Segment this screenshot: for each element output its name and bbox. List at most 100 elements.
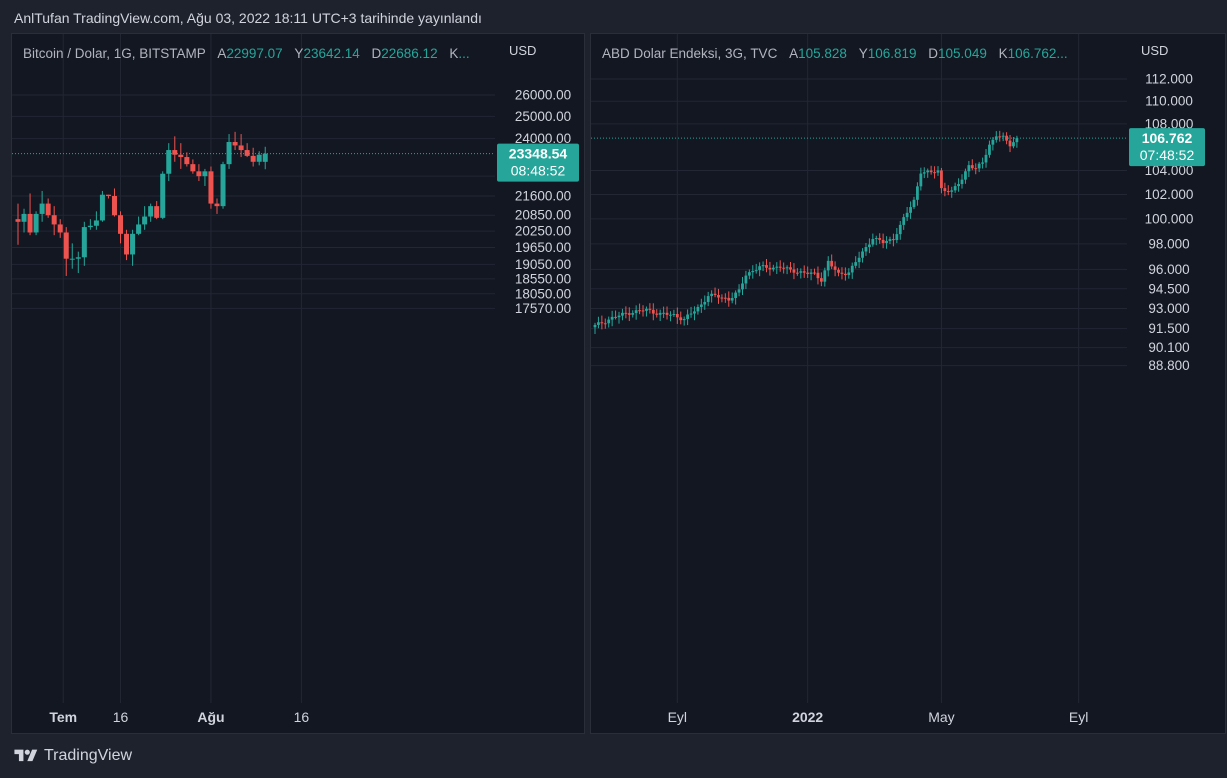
btc-candle-body	[160, 173, 166, 218]
dxy-candle-body	[789, 267, 792, 270]
btc-y-tick-label: 17570.00	[515, 301, 571, 316]
btc-countdown-text: 08:48:52	[511, 163, 566, 179]
dxy-chart-svg[interactable]: 112.000 110.000 108.000 104.000 102.000 100.0…	[591, 34, 1225, 733]
dxy-candle-body	[737, 289, 741, 293]
dxy-candle-body	[967, 165, 971, 172]
dxy-candle-body	[665, 312, 669, 315]
dxy-candle-body	[833, 266, 837, 270]
dxy-candle-body	[730, 298, 734, 301]
dxy-candle-body	[960, 179, 964, 185]
btc-candle-body	[190, 164, 196, 172]
dxy-candle-body	[850, 265, 854, 273]
btc-chart-panel[interactable]: 26000.0025000.0024000.0022400.0021600.00…	[11, 33, 585, 734]
dxy-legend: ABD Dolar Endeksi, 3G, TVC A105.828 Y106…	[602, 46, 1068, 61]
dxy-candle-body	[713, 293, 717, 295]
dxy-candle-body	[765, 265, 768, 268]
dxy-candle-body	[878, 238, 882, 240]
btc-symbol-title[interactable]: Bitcoin / Dolar, 1G, BITSTAMP	[23, 46, 206, 61]
btc-last-price-text: 23348.54	[509, 146, 568, 162]
btc-low-value: 22686.12	[381, 46, 438, 61]
btc-open-label: A	[217, 46, 227, 61]
dxy-candle-body	[689, 313, 693, 315]
dxy-candle-body	[747, 272, 751, 276]
dxy-candle-body	[706, 296, 710, 302]
tradingview-footer[interactable]: TradingView	[14, 747, 132, 765]
dxy-last-price-text: 106.762	[1142, 130, 1193, 146]
dxy-candle-body	[806, 272, 810, 274]
btc-candle-body	[87, 225, 93, 228]
btc-candle-body	[81, 227, 87, 258]
dxy-last-price-badge	[1129, 128, 1205, 167]
dxy-y-tick-label: 93.000	[1148, 301, 1189, 316]
dxy-candle-body	[693, 311, 696, 314]
btc-y-tick-label: 21600.00	[515, 188, 571, 203]
dxy-x-tick-label: Eyl	[1069, 709, 1088, 725]
dxy-low-label: D	[928, 46, 939, 61]
dxy-currency-label: USD	[1141, 43, 1169, 58]
btc-chart-svg[interactable]: 26000.0025000.0024000.0022400.0021600.00…	[12, 34, 584, 733]
dxy-candle-body	[761, 265, 765, 267]
dxy-candle-body	[988, 144, 991, 155]
dxy-open-label: A	[789, 46, 799, 61]
dxy-candle-body	[936, 170, 940, 173]
btc-candle-body	[51, 215, 57, 225]
dxy-candle-body	[940, 170, 943, 189]
dxy-candle-body	[868, 244, 871, 248]
dxy-candle-body	[977, 163, 981, 169]
dxy-symbol-title[interactable]: ABD Dolar Endeksi, 3G, TVC	[602, 46, 778, 61]
dxy-candle-body	[696, 306, 700, 312]
dxy-candle-body	[953, 186, 957, 191]
btc-candle-body	[172, 150, 178, 155]
btc-y-tick-label: 19050.00	[515, 257, 571, 272]
dxy-candle-body	[964, 171, 967, 180]
dxy-candle-body	[771, 267, 775, 270]
btc-candle-body	[214, 203, 220, 207]
dxy-candle-body	[610, 316, 614, 320]
btc-candle-body	[111, 195, 117, 216]
dxy-x-tick-label: May	[928, 709, 954, 725]
dxy-candle-body	[861, 251, 864, 258]
dxy-candle-body	[946, 191, 950, 193]
dxy-candle-body	[898, 224, 902, 235]
btc-candle-body	[21, 213, 27, 222]
dxy-candle-body	[658, 312, 662, 315]
dxy-chart-panel[interactable]: 112.000 110.000 108.000 104.000 102.000 100.0…	[590, 33, 1226, 734]
btc-legend: Bitcoin / Dolar, 1G, BITSTAMP A22997.07 …	[23, 46, 470, 61]
btc-candle-body	[256, 154, 262, 162]
btc-candle-body	[118, 215, 124, 234]
btc-candle-body	[33, 213, 39, 233]
dxy-candle-body	[916, 186, 919, 200]
btc-candle-body	[232, 142, 238, 146]
btc-candle-body	[99, 194, 105, 221]
dxy-candle-body	[617, 315, 621, 318]
btc-candle-body	[15, 219, 21, 222]
dxy-candle-body	[669, 314, 672, 316]
btc-candle-body	[238, 145, 244, 151]
dxy-y-tick-label: 94.500	[1148, 281, 1189, 296]
dxy-candle-body	[902, 217, 906, 225]
btc-candle-body	[93, 220, 99, 226]
btc-candle-body	[244, 150, 250, 156]
btc-y-tick-label: 20250.00	[515, 224, 571, 239]
dxy-candle-body	[634, 310, 638, 314]
dxy-candle-body	[970, 165, 974, 169]
dxy-candle-body	[912, 199, 916, 208]
dxy-open-value: 105.828	[798, 46, 847, 61]
dxy-candle-body	[809, 272, 813, 274]
btc-y-tick-label: 20850.00	[515, 208, 571, 223]
btc-candle-body	[69, 258, 75, 260]
dxy-candle-body	[830, 260, 834, 267]
dxy-candle-body	[600, 322, 604, 324]
dxy-candle-body	[648, 308, 652, 310]
dxy-y-tick-label: 102.000	[1145, 187, 1194, 202]
dxy-candle-body	[627, 313, 631, 315]
dxy-candle-body	[593, 324, 597, 328]
dxy-candle-body	[823, 270, 827, 282]
btc-candle-body	[27, 213, 33, 233]
btc-candle-body	[142, 216, 148, 225]
dxy-candle-body	[1005, 135, 1008, 141]
dxy-candle-body	[768, 267, 772, 270]
dxy-y-tick-label: 96.000	[1148, 262, 1189, 277]
dxy-candle-body	[813, 272, 816, 274]
btc-candle-body	[250, 155, 256, 162]
